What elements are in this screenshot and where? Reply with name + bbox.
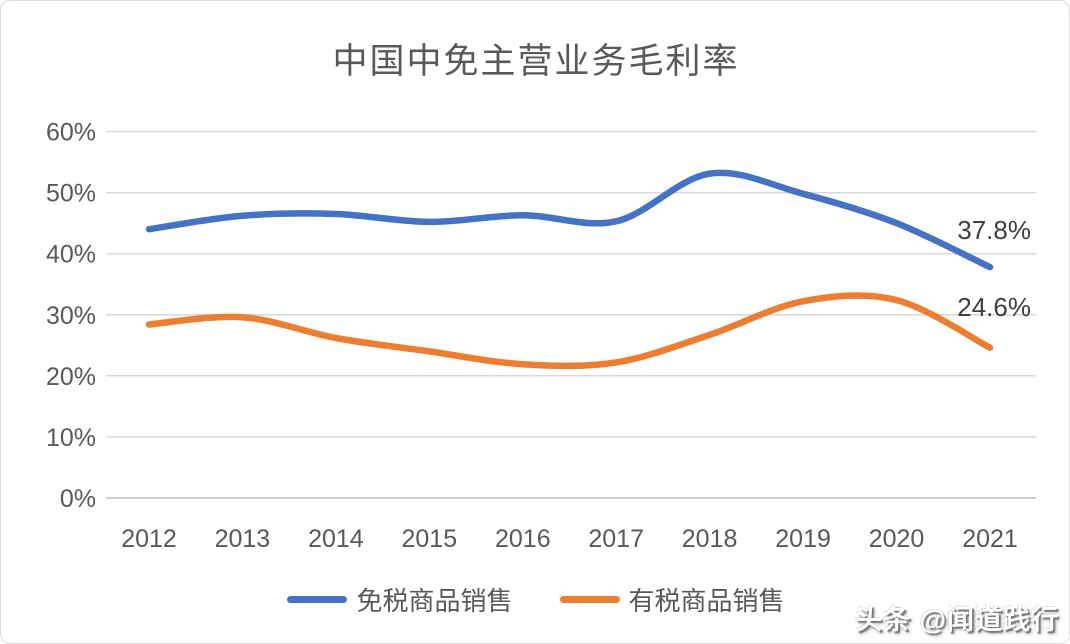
series-line-duty-free: [145, 169, 994, 271]
x-tick-label: 2012: [121, 525, 177, 553]
chart-title: 中国中免主营业务毛利率: [332, 42, 740, 81]
data-label-duty-free-2021: 37.8%: [957, 215, 1031, 245]
legend-label-taxed: 有税商品销售: [628, 585, 785, 616]
watermark: 头条 @闻道践行: [855, 605, 1059, 635]
x-tick-label: 2016: [495, 525, 551, 553]
y-tick-label: 50%: [46, 180, 96, 208]
legend-swatch-taxed-line: [559, 595, 620, 603]
x-tick-label: 2019: [775, 525, 831, 553]
y-tick-label: 0%: [60, 485, 96, 513]
legend-item-taxed: 有税商品销售: [559, 584, 785, 616]
x-tick-label: 2015: [401, 525, 457, 553]
x-tick-label: 2018: [682, 525, 738, 553]
y-tick-label: 60%: [46, 119, 96, 147]
x-tick-label: 2014: [308, 525, 364, 553]
y-tick-label: 10%: [46, 424, 96, 452]
x-tick-label: 2021: [962, 525, 1018, 553]
legend-label-duty-free: 免税商品销售: [356, 585, 513, 616]
x-tick-label: 2017: [588, 525, 644, 553]
y-tick-label: 20%: [46, 363, 96, 391]
legend-swatch-duty-free-line: [287, 595, 348, 603]
chart-legend: 免税商品销售 有税商品销售: [1, 584, 1069, 616]
x-tick-label: 2020: [869, 525, 925, 553]
series-line-taxed: [145, 292, 994, 370]
y-tick-label: 30%: [46, 302, 96, 330]
y-tick-label: 40%: [46, 241, 96, 269]
x-tick-label: 2013: [215, 525, 271, 553]
data-label-taxed-2021: 24.6%: [957, 292, 1031, 322]
legend-item-duty-free: 免税商品销售: [287, 584, 513, 616]
